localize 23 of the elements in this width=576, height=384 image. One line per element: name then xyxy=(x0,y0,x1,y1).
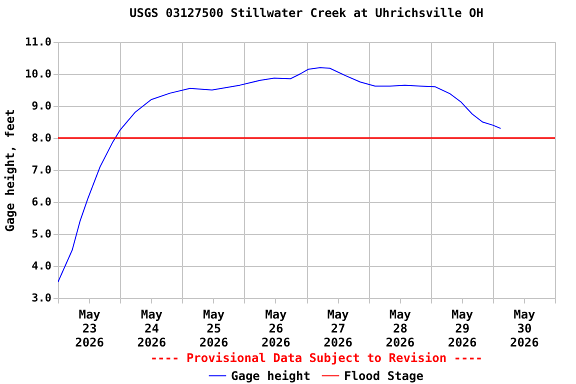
text: ---- Provisional Data Subject to Revision ---- xyxy=(150,351,483,365)
legend-label: Gage height xyxy=(231,368,310,383)
y-tick-label: 9.0 xyxy=(32,100,52,112)
y-tick-label: 7.0 xyxy=(32,164,52,176)
x-tick-label: May 23 2026 xyxy=(75,308,104,350)
y-tick-label: 3.0 xyxy=(32,292,52,304)
y-axis-title: Gage height, feet xyxy=(3,109,18,232)
y-tick-label: 10.0 xyxy=(25,68,52,80)
x-tick-label: May 29 2026 xyxy=(448,308,477,350)
y-tick-label: 8.0 xyxy=(32,132,52,144)
line-series xyxy=(58,67,502,282)
x-tick-label: May 24 2026 xyxy=(137,308,166,350)
y-tick-label: 11.0 xyxy=(25,36,52,48)
y-tick-label: 4.0 xyxy=(32,260,52,272)
legend-label: Flood Stage xyxy=(344,368,424,383)
y-tick-label: 5.0 xyxy=(32,228,52,240)
chart-title: USGS 03127500 Stillwater Creek at Uhrichsville OH xyxy=(129,6,484,20)
x-tick-label: May 30 2026 xyxy=(510,308,539,350)
x-tick-label: May 28 2026 xyxy=(386,308,415,350)
x-tick-label: May 25 2026 xyxy=(199,308,228,350)
x-tick-label: May 26 2026 xyxy=(261,308,290,350)
y-tick-label: 6.0 xyxy=(32,196,52,208)
x-tick-label: May 27 2026 xyxy=(324,308,353,350)
